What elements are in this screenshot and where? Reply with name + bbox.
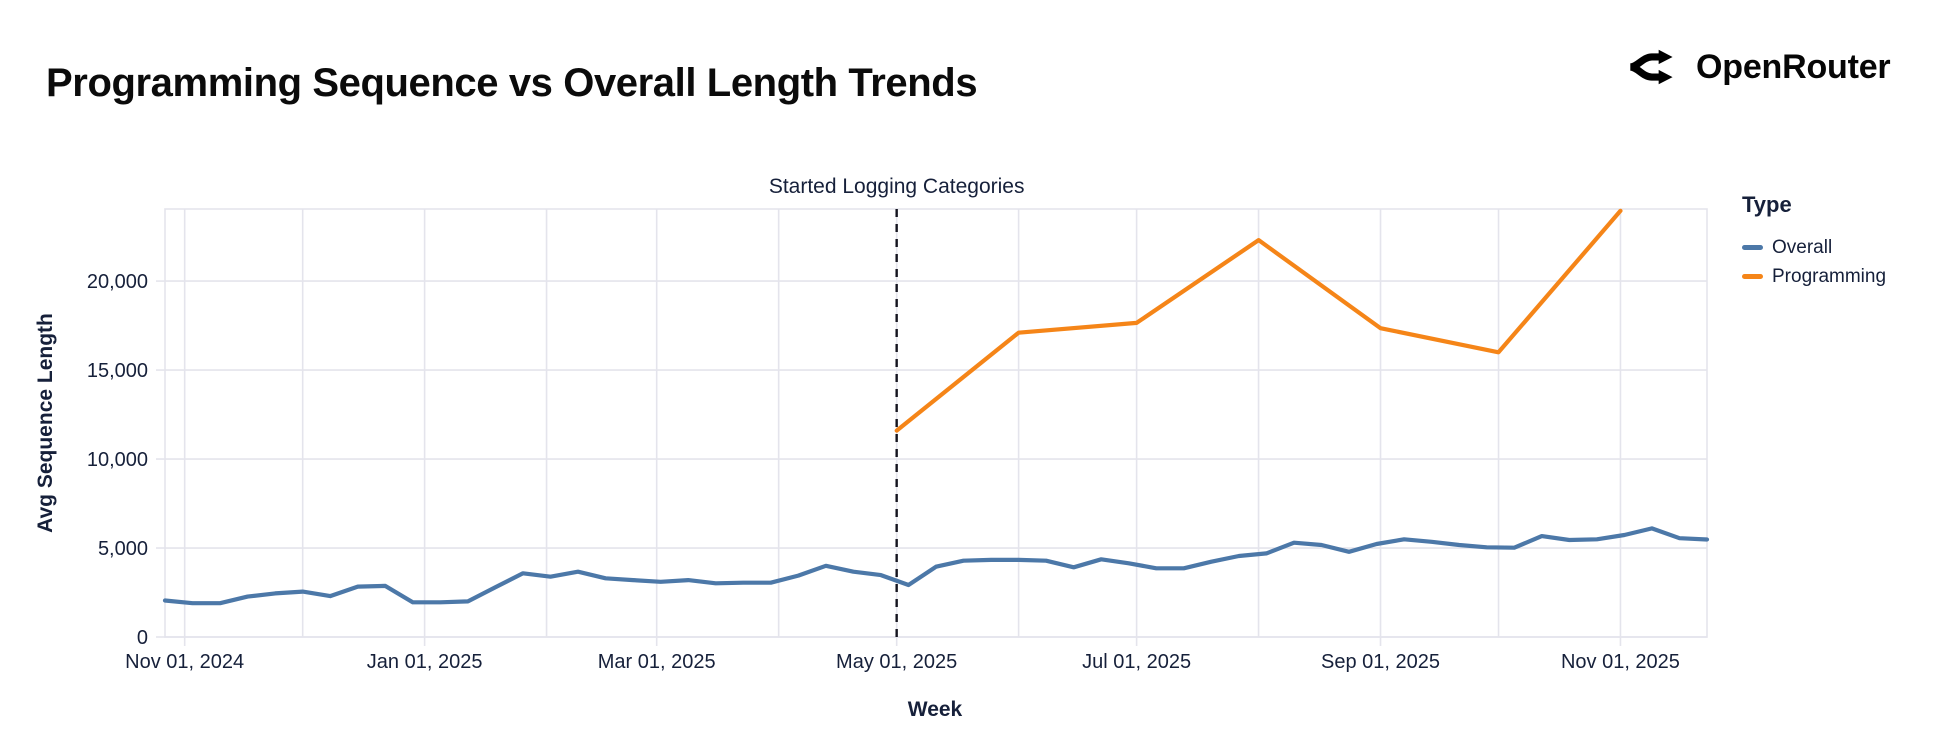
legend-item-overall: Overall [1742,233,1886,262]
x-tick-label: May 01, 2025 [836,651,957,673]
x-tick-label: Sep 01, 2025 [1321,651,1440,673]
legend: Type Overall Programming [1742,192,1886,291]
legend-swatch [1742,245,1763,250]
legend-items: Overall Programming [1742,233,1886,291]
legend-item-programming: Programming [1742,262,1886,291]
x-tick-label: Nov 01, 2025 [1561,651,1680,673]
page-title: Programming Sequence vs Overall Length T… [46,60,978,105]
x-axis-title: Week [907,698,963,721]
openrouter-icon [1629,49,1673,85]
y-axis-title: Avg Sequence Length [34,313,57,533]
y-tick-label: 20,000 [87,271,148,293]
openrouter-logo: OpenRouter [1628,44,1891,90]
y-tick-label: 10,000 [87,449,148,471]
plot-border [164,208,1708,638]
annotation-label: Started Logging Categories [768,175,1025,198]
series-line-overall [162,526,1710,606]
legend-title: Type [1742,192,1792,217]
brand-name: OpenRouter [1696,47,1891,86]
legend-item-label: Overall [1772,236,1833,258]
x-tick-label: Jan 01, 2025 [367,651,483,673]
y-tick-label: 15,000 [87,360,148,382]
x-tick-label: Mar 01, 2025 [598,651,716,673]
x-tick-label: Jul 01, 2025 [1082,651,1191,673]
legend-swatch [1742,274,1763,279]
legend-item-label: Programming [1772,265,1887,287]
x-tick-label: Nov 01, 2024 [125,651,244,673]
y-tick-label: 0 [137,627,148,649]
y-tick-label: 5,000 [98,538,148,560]
series-line-programming [894,208,1623,433]
